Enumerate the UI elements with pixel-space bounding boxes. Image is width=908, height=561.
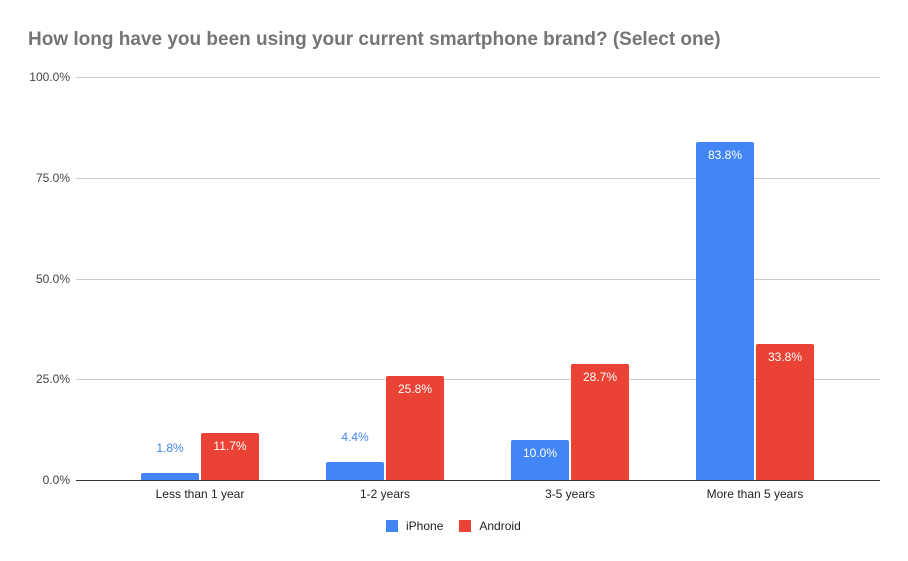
x-tick-label: 1-2 years	[359, 487, 411, 501]
legend-label: Android	[479, 519, 521, 533]
chart-title: How long have you been using your curren…	[28, 29, 721, 50]
legend-swatch-iphone	[386, 520, 398, 532]
legend-item-iphone[interactable]: iPhone	[386, 519, 443, 533]
y-tick-label: 25.0%	[35, 372, 70, 387]
bar-iphone[interactable]	[141, 472, 199, 480]
y-tick-label: 75.0%	[35, 170, 70, 185]
gridline	[76, 77, 880, 78]
data-label: 4.4%	[341, 430, 369, 445]
data-label: 25.8%	[397, 382, 433, 397]
bar-android[interactable]	[571, 364, 629, 480]
x-tick-label: Less than 1 year	[155, 487, 245, 501]
gridline	[76, 379, 880, 381]
data-label: 33.8%	[767, 349, 803, 364]
data-label: 1.8%	[156, 440, 184, 455]
gridline	[76, 278, 880, 280]
bar-iphone[interactable]	[511, 439, 569, 480]
y-tick-label: 0.0%	[42, 473, 70, 487]
legend-item-android[interactable]: Android	[459, 519, 521, 533]
legend-label: iPhone	[406, 519, 444, 533]
bar-iphone[interactable]	[326, 462, 384, 480]
data-label: 28.7%	[582, 370, 618, 385]
data-label: 83.8%	[707, 148, 743, 163]
gridline	[76, 177, 880, 179]
plot-area: 1.8% 11.7% 4.4% 25.8% 10.0% 28.7% 83.8% 33.8%	[76, 77, 880, 481]
legend: iPhone Android	[386, 519, 537, 533]
bar-iphone[interactable]	[696, 142, 754, 480]
legend-swatch-android	[459, 520, 472, 532]
y-tick-label: 100.0%	[29, 70, 70, 84]
x-tick-label: More than 5 years	[706, 487, 804, 501]
x-axis-line	[76, 480, 880, 481]
data-label: 11.7%	[213, 438, 247, 453]
bar-android[interactable]	[756, 343, 814, 480]
bar-android[interactable]	[201, 432, 259, 480]
data-label: 10.0%	[522, 445, 558, 460]
x-tick-label: 3-5 years	[544, 487, 596, 501]
bar-android[interactable]	[386, 376, 444, 480]
y-tick-label: 50.0%	[35, 271, 70, 286]
